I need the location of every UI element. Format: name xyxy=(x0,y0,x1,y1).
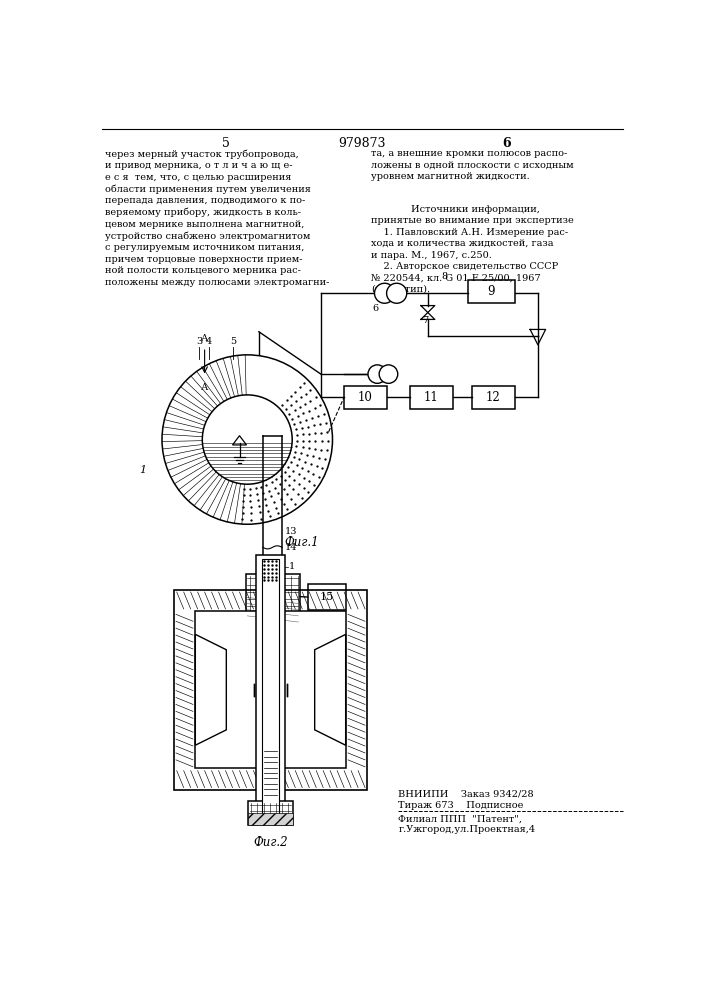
Text: 5: 5 xyxy=(221,137,230,150)
Text: 6: 6 xyxy=(503,137,511,150)
Text: 7: 7 xyxy=(422,316,428,325)
Text: 1: 1 xyxy=(289,562,296,571)
Bar xyxy=(468,280,515,303)
Polygon shape xyxy=(195,634,226,745)
Text: 979873: 979873 xyxy=(338,137,386,150)
Text: 3: 3 xyxy=(196,337,202,346)
Text: 14: 14 xyxy=(284,543,297,552)
Text: А: А xyxy=(201,383,209,392)
Text: 9: 9 xyxy=(488,285,495,298)
Polygon shape xyxy=(315,634,346,745)
Text: Источники информации,: Источники информации, xyxy=(411,205,540,214)
Text: г.Ужгород,ул.Проектная,4: г.Ужгород,ул.Проектная,4 xyxy=(398,825,535,834)
Text: 13: 13 xyxy=(284,527,297,536)
Text: Тираж 673    Подписное: Тираж 673 Подписное xyxy=(398,801,524,810)
Text: 2: 2 xyxy=(289,758,296,767)
Circle shape xyxy=(375,283,395,303)
Text: 5: 5 xyxy=(230,337,236,346)
Circle shape xyxy=(387,283,407,303)
Circle shape xyxy=(379,365,398,383)
Bar xyxy=(472,386,515,409)
Text: 4: 4 xyxy=(205,337,211,346)
Bar xyxy=(256,555,285,821)
Bar xyxy=(174,590,368,790)
Text: та, а внешние кромки полюсов распо-
ложены в одной плоскости с исходным
уровнем : та, а внешние кромки полюсов распо- ложе… xyxy=(371,149,574,181)
Text: через мерный участок трубопровода,
и привод мерника, о т л и ч а ю щ е-
е с я  т: через мерный участок трубопровода, и при… xyxy=(105,149,329,287)
Bar xyxy=(248,813,293,825)
Text: 13: 13 xyxy=(316,612,329,621)
Circle shape xyxy=(368,365,387,383)
Text: 10: 10 xyxy=(358,391,373,404)
Bar xyxy=(262,559,279,817)
Text: 8: 8 xyxy=(442,272,448,281)
Text: 12: 12 xyxy=(486,391,501,404)
Bar xyxy=(344,386,387,409)
Text: 11: 11 xyxy=(423,391,438,404)
Bar xyxy=(410,386,452,409)
Text: А-А: А-А xyxy=(260,555,281,565)
Text: ВНИИПИ    Заказ 9342/28: ВНИИПИ Заказ 9342/28 xyxy=(398,790,534,799)
Text: принятые во внимание при экспертизе
    1. Павловский А.Н. Измерение рас-
хода и: принятые во внимание при экспертизе 1. П… xyxy=(371,216,574,294)
Bar xyxy=(195,611,346,768)
Text: Филиал ППП  "Патент",: Филиал ППП "Патент", xyxy=(398,815,522,824)
Text: 15: 15 xyxy=(320,592,334,602)
Text: Фиг.2: Фиг.2 xyxy=(253,836,288,849)
Text: А: А xyxy=(201,334,209,343)
Text: 1: 1 xyxy=(139,465,146,475)
Text: Фиг.1: Фиг.1 xyxy=(284,536,319,549)
Text: 6: 6 xyxy=(372,304,378,313)
Bar xyxy=(308,584,346,610)
Bar xyxy=(246,574,300,620)
Bar xyxy=(248,801,293,825)
